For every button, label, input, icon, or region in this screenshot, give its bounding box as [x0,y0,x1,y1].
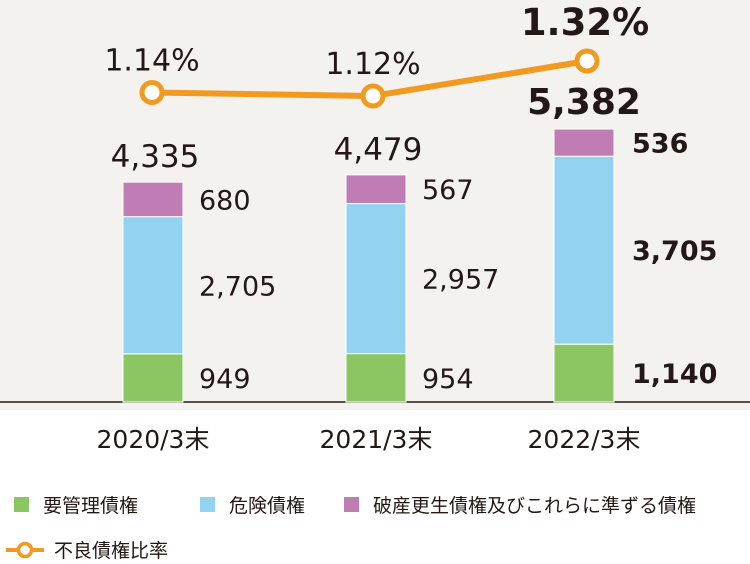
stacked-bar-line-chart: 949 2,705 680 4,335 2020/3末 954 2,957 567 4,479 2… [0,1,750,454]
bar-segment [553,128,615,157]
legend-line-marker-icon [6,541,44,559]
x-tick-label: 2022/3末 [528,425,641,454]
legend-swatch-blue [200,497,215,512]
legend-label: 要管理債権 [43,495,139,517]
ratio-point-marker [574,48,600,74]
legend-item-要管理債権: 要管理債権 [14,491,138,518]
x-tick-label: 2020/3末 [97,425,210,454]
segment-value-label: 680 [199,185,251,216]
legend-label: 不良債権比率 [54,540,169,562]
bar-segment [345,203,407,355]
bar-segment [553,343,615,403]
bar-total-label: 5,382 [527,82,641,123]
ratio-point-marker [360,83,386,109]
legend-label: 破産更生債権及びこれらに準ずる債権 [373,495,697,517]
segment-value-label: 567 [422,175,474,206]
bar-segment [122,353,184,403]
legend-item-危険債権: 危険債権 [200,491,305,518]
legend-swatch-green [14,497,29,512]
ratio-point-marker [139,80,165,105]
legend-item-破産更生債権: 破産更生債権及びこれらに準ずる債権 [344,491,696,518]
segment-value-label: 2,705 [199,271,276,302]
segment-value-label: 536 [632,129,688,160]
ratio-value-label: 1.14% [104,44,199,79]
legend-item-不良債権比率: 不良債権比率 [6,536,168,563]
legend-swatch-purple [344,497,359,512]
bar-segment [345,174,407,205]
bar-segment [122,181,184,218]
bar-total-label: 4,479 [334,132,423,168]
segment-value-label: 3,705 [632,236,717,267]
x-tick-label: 2021/3末 [320,425,433,454]
ratio-value-label: 1.12% [325,47,420,82]
segment-value-label: 1,140 [632,359,717,390]
bar-total-label: 4,335 [111,139,200,175]
segment-value-label: 954 [422,364,474,395]
bar-segment [553,155,615,345]
segment-value-label: 2,957 [422,265,499,296]
ratio-value-label: 1.32% [521,1,649,44]
bar-segment [122,216,184,355]
segment-value-label: 949 [199,364,251,395]
legend-label: 危険債権 [229,495,306,517]
bar-segment [345,353,407,403]
